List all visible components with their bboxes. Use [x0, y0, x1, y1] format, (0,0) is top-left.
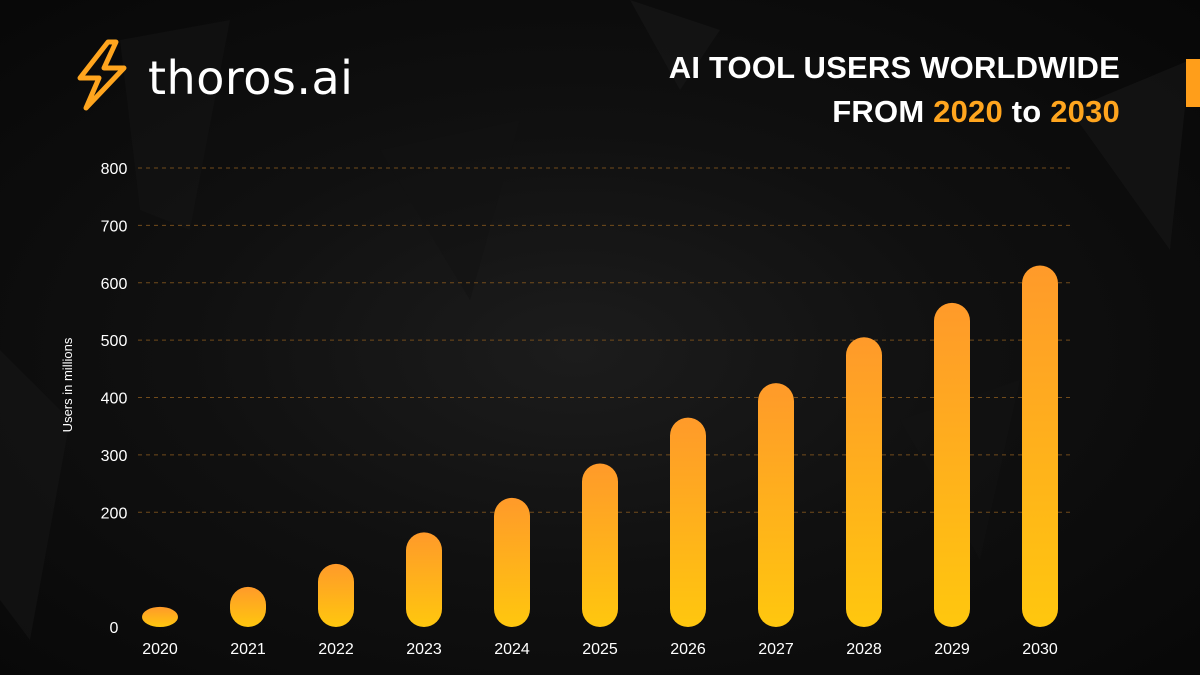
x-tick-label: 2026	[670, 641, 706, 658]
x-tick-label: 2021	[230, 641, 266, 658]
title-line-2: FROM 2020 to 2030	[669, 90, 1120, 134]
y-tick-label: 300	[101, 448, 128, 465]
x-tick-label: 2020	[142, 641, 178, 658]
bar-2025	[582, 463, 618, 627]
x-tick-label: 2025	[582, 641, 618, 658]
bar-2021	[230, 586, 266, 627]
brand: thoros.ai	[72, 38, 353, 117]
y-tick-label: 500	[101, 333, 128, 350]
title-line-1: AI TOOL USERS WORLDWIDE	[668, 50, 1120, 85]
accent-tab	[1186, 59, 1200, 107]
y-tick-label: 0	[110, 620, 119, 637]
title-start-year: 2020	[933, 94, 1003, 129]
bar-2030	[1022, 265, 1058, 627]
bar-2027	[758, 383, 794, 627]
title-from: FROM	[832, 94, 934, 129]
title-end-year: 2030	[1050, 94, 1120, 129]
bar-2020	[142, 606, 178, 627]
x-tick-label: 2027	[758, 641, 794, 658]
y-axis-label: Users in millions	[60, 337, 75, 432]
bar-2028	[846, 337, 882, 627]
title-to: to	[1002, 94, 1051, 129]
y-tick-label: 800	[101, 161, 128, 178]
lightning-bolt-icon	[72, 38, 132, 117]
bar-2023	[406, 532, 442, 627]
chart-title: AI TOOL USERS WORLDWIDE FROM 2020 to 203…	[669, 46, 1120, 134]
bar-2024	[494, 497, 530, 627]
y-tick-label: 400	[101, 391, 128, 408]
y-tick-label: 200	[101, 505, 128, 522]
y-tick-label: 700	[101, 218, 128, 235]
x-tick-label: 2022	[318, 641, 354, 658]
brand-name: thoros.ai	[148, 50, 354, 105]
bar-2026	[670, 417, 706, 627]
x-tick-label: 2023	[406, 641, 442, 658]
bar-2029	[934, 302, 970, 627]
x-tick-label: 2030	[1022, 641, 1058, 658]
bar-2022	[318, 563, 354, 627]
x-tick-label: 2029	[934, 641, 970, 658]
x-tick-label: 2028	[846, 641, 882, 658]
y-tick-label: 600	[101, 276, 128, 293]
x-tick-label: 2024	[494, 641, 530, 658]
